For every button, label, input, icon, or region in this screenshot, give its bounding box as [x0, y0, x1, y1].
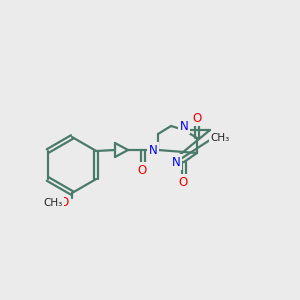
Text: O: O [178, 176, 188, 188]
Text: O: O [137, 164, 147, 176]
Text: O: O [192, 112, 202, 124]
Text: CH₃: CH₃ [210, 133, 230, 143]
Text: O: O [59, 196, 69, 209]
Text: N: N [172, 155, 180, 169]
Text: CH₃: CH₃ [44, 198, 63, 208]
Text: N: N [148, 143, 158, 157]
Text: N: N [180, 119, 188, 133]
